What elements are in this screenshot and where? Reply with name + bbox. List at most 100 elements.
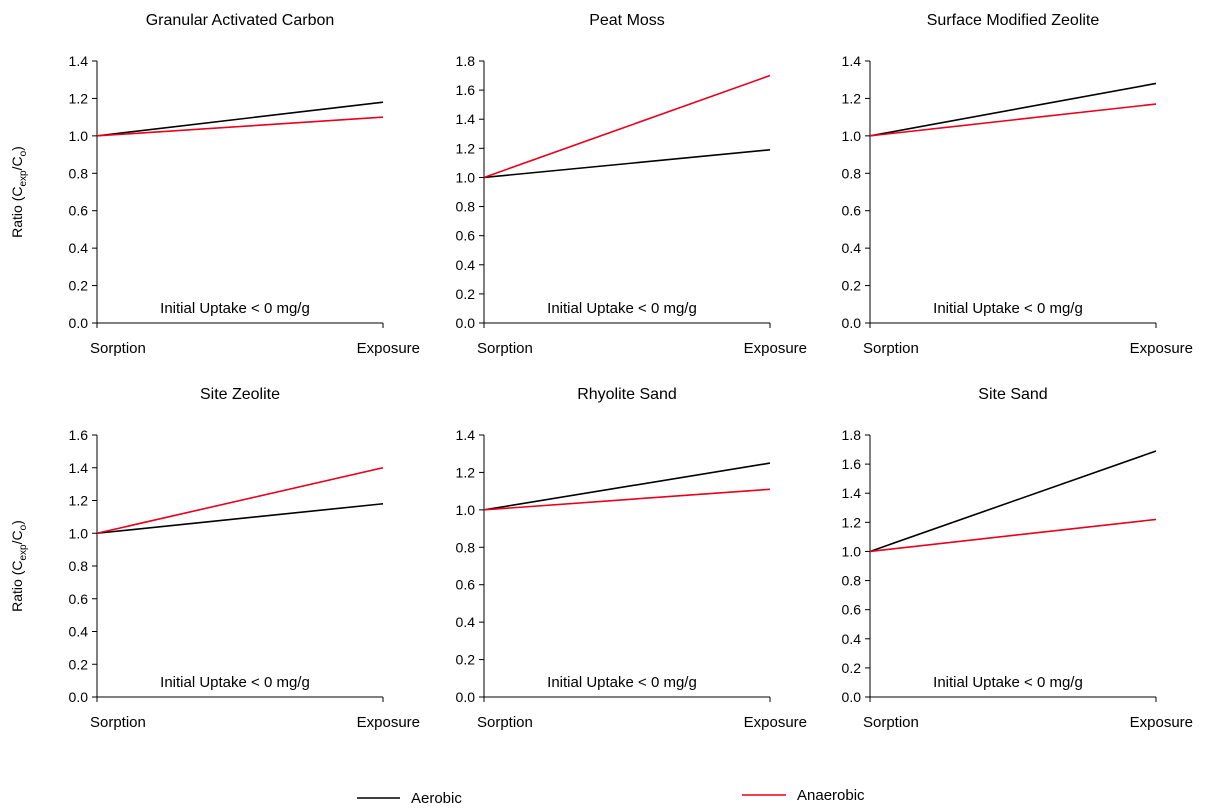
x-tick-label-sorption: Sorption (90, 714, 146, 731)
x-tick-label-exposure: Exposure (357, 340, 420, 357)
y-tick-label: 1.0 (842, 128, 862, 144)
y-tick-label: 1.0 (456, 502, 476, 518)
y-tick-label: 0.6 (456, 228, 476, 244)
y-tick-label: 1.4 (69, 460, 89, 476)
y-tick-label: 1.4 (842, 485, 862, 501)
y-tick-label: 0.4 (456, 257, 476, 273)
y-tick-label: 1.4 (69, 53, 89, 69)
series-line-aerobic (483, 148, 771, 179)
y-tick-label: 1.0 (456, 169, 476, 185)
y-tick-label: 0.6 (842, 602, 862, 618)
series-line-aerobic (869, 450, 1157, 553)
chart-title: Granular Activated Carbon (146, 12, 335, 29)
y-tick-label: 1.8 (456, 53, 476, 69)
x-tick-label-exposure: Exposure (744, 714, 807, 731)
y-tick-label: 1.2 (69, 90, 89, 106)
chart-title: Surface Modified Zeolite (927, 12, 1100, 29)
y-tick-label: 1.2 (69, 493, 89, 509)
x-tick-label-sorption: Sorption (863, 714, 919, 731)
y-tick-label: 1.6 (842, 456, 862, 472)
legend-label-aerobic: Aerobic (411, 790, 462, 807)
y-tick-label: 1.0 (842, 543, 862, 559)
y-tick-label: 1.2 (456, 140, 476, 156)
y-tick-label: 1.2 (842, 514, 862, 530)
y-tick-label: 1.4 (456, 111, 476, 127)
series-line-anaerobic (483, 74, 771, 179)
series-line-anaerobic (869, 103, 1157, 137)
legend: Aerobic Anaerobic (357, 787, 865, 807)
series-line-anaerobic (869, 518, 1157, 553)
y-tick-label: 0.0 (69, 689, 89, 705)
x-tick-label-sorption: Sorption (863, 340, 919, 357)
y-tick-label: 1.4 (842, 53, 862, 69)
chart-title: Peat Moss (589, 12, 665, 29)
series-line-aerobic (869, 82, 1157, 137)
series-line-aerobic (483, 462, 771, 511)
x-tick-label-sorption: Sorption (90, 340, 146, 357)
y-tick-label: 0.0 (69, 315, 89, 331)
y-tick-label: 0.2 (842, 660, 862, 676)
x-tick-label-exposure: Exposure (1130, 714, 1193, 731)
chart-title: Site Zeolite (200, 386, 280, 403)
annotation-initial-uptake: Initial Uptake < 0 mg/g (160, 300, 310, 317)
y-tick-label: 0.2 (456, 286, 476, 302)
y-tick-label: 0.8 (456, 539, 476, 555)
annotation-initial-uptake: Initial Uptake < 0 mg/g (547, 300, 697, 317)
y-tick-label: 0.4 (69, 624, 89, 640)
chart-panel-6: Site Sand 0.0 0.2 0.4 0.6 0.8 1.0 1.2 1.4 1.6 1.8 S… (842, 386, 1193, 731)
y-tick-label: 0.4 (69, 240, 89, 256)
chart-panel-1: Granular Activated Carbon 0.0 0.2 0.4 0.6 0.8… (69, 12, 420, 357)
y-tick-label: 1.2 (456, 464, 476, 480)
chart-panel-2: Peat Moss 0.0 0.2 0.4 0.6 0.8 1.0 1.2 1.4 1.6 1.8 S… (456, 12, 807, 357)
y-tick-label: 0.2 (456, 652, 476, 668)
y-tick-label: 0.8 (69, 165, 89, 181)
y-tick-label: 0.2 (842, 278, 862, 294)
x-tick-label-sorption: Sorption (477, 340, 533, 357)
y-tick-label: 0.4 (842, 631, 862, 647)
x-tick-label-exposure: Exposure (357, 714, 420, 731)
chart-panel-3: Surface Modified Zeolite 0.0 0.2 0.4 0.6 0.8 1… (842, 12, 1193, 357)
annotation-initial-uptake: Initial Uptake < 0 mg/g (933, 674, 1083, 691)
chart-panel-5: Rhyolite Sand 0.0 0.2 0.4 0.6 0.8 1.0 1.2 1.4 Sor… (456, 386, 807, 731)
y-tick-label: 0.8 (842, 573, 862, 589)
y-axis-label: Ratio (Cexp/Co) (9, 146, 29, 238)
x-tick-label-exposure: Exposure (1130, 340, 1193, 357)
chart-panel-4: Site Zeolite 0.0 0.2 0.4 0.6 0.8 1.0 1.2 1.4 1.6 S… (69, 386, 420, 731)
series-line-aerobic (96, 101, 384, 137)
chart-title: Rhyolite Sand (577, 386, 677, 403)
y-tick-label: 0.6 (456, 577, 476, 593)
y-tick-label: 0.6 (842, 203, 862, 219)
x-tick-label-sorption: Sorption (477, 714, 533, 731)
y-tick-label: 1.6 (456, 82, 476, 98)
y-tick-label: 1.2 (842, 90, 862, 106)
chart-title: Site Sand (978, 386, 1047, 403)
y-tick-label: 0.4 (842, 240, 862, 256)
legend-label-anaerobic: Anaerobic (797, 787, 865, 804)
y-tick-label: 0.0 (456, 689, 476, 705)
y-tick-label: 1.4 (456, 427, 476, 443)
y-tick-label: 1.6 (69, 427, 89, 443)
y-tick-label: 1.0 (69, 525, 89, 541)
y-tick-label: 1.8 (842, 427, 862, 443)
x-tick-label-exposure: Exposure (744, 340, 807, 357)
series-line-anaerobic (96, 116, 384, 137)
y-tick-label: 0.6 (69, 203, 89, 219)
y-tick-label: 0.2 (69, 278, 89, 294)
y-tick-label: 0.0 (456, 315, 476, 331)
annotation-initial-uptake: Initial Uptake < 0 mg/g (547, 674, 697, 691)
y-tick-label: 0.0 (842, 689, 862, 705)
y-tick-label: 0.4 (456, 614, 476, 630)
y-axis-label: Ratio (Cexp/Co) (9, 520, 29, 612)
annotation-initial-uptake: Initial Uptake < 0 mg/g (933, 300, 1083, 317)
series-line-aerobic (96, 502, 384, 535)
series-line-anaerobic (483, 488, 771, 511)
annotation-initial-uptake: Initial Uptake < 0 mg/g (160, 674, 310, 691)
y-tick-label: 0.0 (842, 315, 862, 331)
y-tick-label: 0.8 (69, 558, 89, 574)
y-tick-label: 0.8 (842, 165, 862, 181)
y-tick-label: 0.2 (69, 656, 89, 672)
y-tick-label: 0.8 (456, 199, 476, 215)
y-tick-label: 0.6 (69, 591, 89, 607)
series-line-anaerobic (96, 466, 384, 535)
